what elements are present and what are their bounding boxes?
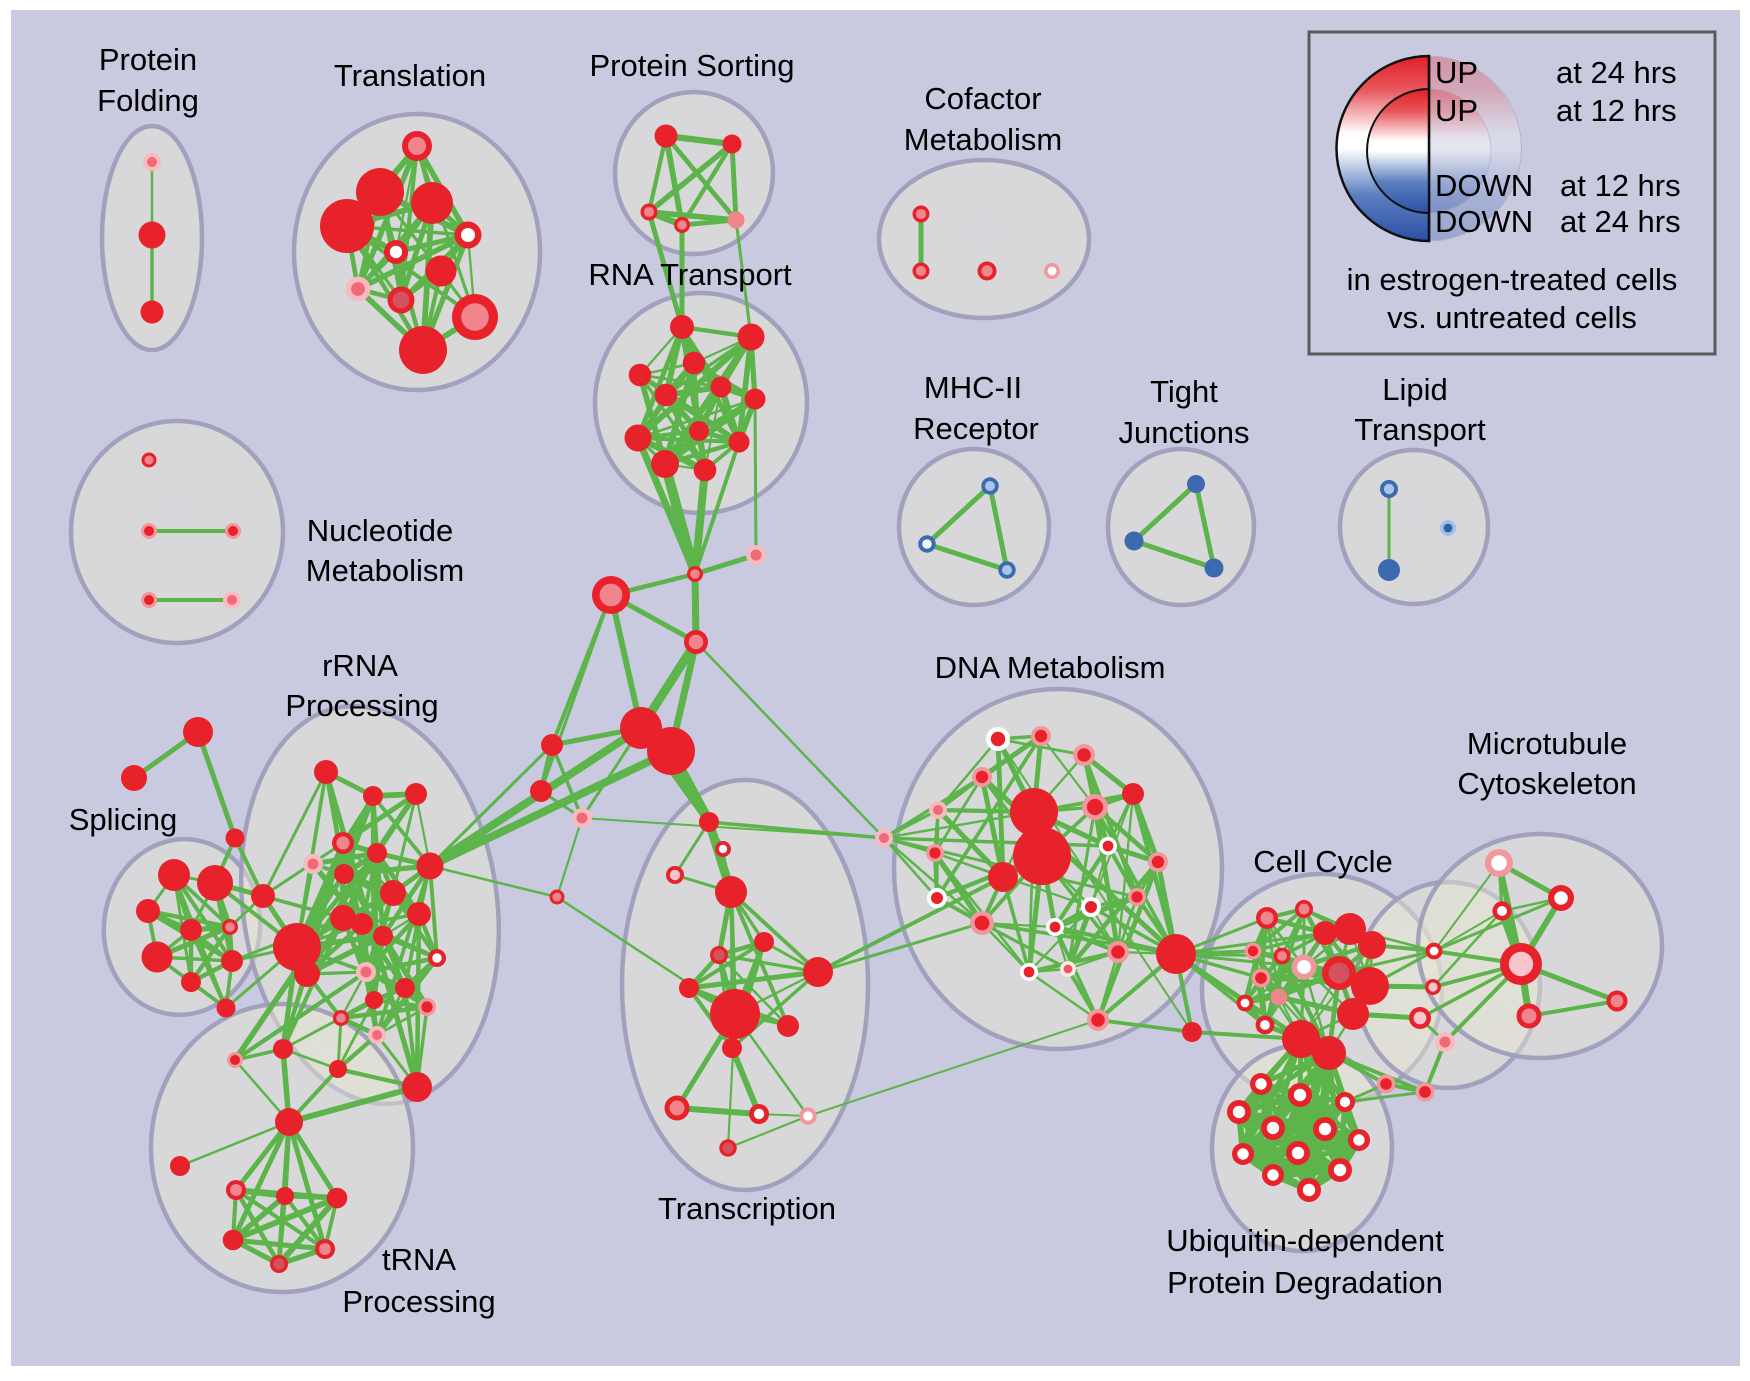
svg-text:at 24 hrs: at 24 hrs: [1560, 204, 1681, 239]
svg-text:Folding: Folding: [97, 83, 199, 118]
svg-text:at 12 hrs: at 12 hrs: [1556, 93, 1677, 128]
svg-text:Protein Sorting: Protein Sorting: [589, 48, 794, 83]
svg-text:Tight: Tight: [1150, 374, 1218, 409]
svg-text:Cytoskeleton: Cytoskeleton: [1457, 766, 1636, 801]
svg-text:Microtubule: Microtubule: [1467, 726, 1627, 761]
svg-text:DOWN: DOWN: [1435, 168, 1533, 203]
svg-text:Nucleotide: Nucleotide: [307, 513, 453, 548]
svg-text:at 12 hrs: at 12 hrs: [1560, 168, 1681, 203]
svg-text:DOWN: DOWN: [1435, 204, 1533, 239]
svg-text:Receptor: Receptor: [913, 411, 1039, 446]
svg-text:Splicing: Splicing: [69, 802, 178, 837]
svg-text:RNA Transport: RNA Transport: [588, 257, 792, 292]
svg-text:Protein Degradation: Protein Degradation: [1167, 1265, 1443, 1300]
svg-text:Metabolism: Metabolism: [904, 122, 1063, 157]
svg-text:DNA Metabolism: DNA Metabolism: [935, 650, 1166, 685]
svg-text:Processing: Processing: [342, 1284, 495, 1319]
svg-text:tRNA: tRNA: [382, 1242, 456, 1277]
svg-text:Lipid: Lipid: [1382, 372, 1448, 407]
svg-text:Cofactor: Cofactor: [924, 81, 1041, 116]
svg-text:UP: UP: [1435, 93, 1478, 128]
svg-text:Junctions: Junctions: [1119, 415, 1250, 450]
svg-text:Protein: Protein: [99, 42, 197, 77]
svg-text:Ubiquitin-dependent: Ubiquitin-dependent: [1166, 1223, 1444, 1258]
svg-text:Translation: Translation: [334, 58, 486, 93]
svg-text:Metabolism: Metabolism: [306, 553, 465, 588]
svg-text:Cell Cycle: Cell Cycle: [1253, 844, 1393, 879]
svg-text:in estrogen-treated cells: in estrogen-treated cells: [1347, 262, 1678, 297]
svg-text:rRNA: rRNA: [322, 648, 398, 683]
svg-text:UP: UP: [1435, 55, 1478, 90]
svg-text:Transport: Transport: [1354, 412, 1486, 447]
svg-text:at 24 hrs: at 24 hrs: [1556, 55, 1677, 90]
svg-text:Transcription: Transcription: [658, 1191, 836, 1226]
svg-text:Processing: Processing: [285, 688, 438, 723]
svg-text:vs. untreated cells: vs. untreated cells: [1387, 300, 1637, 335]
svg-text:MHC-II: MHC-II: [924, 370, 1022, 405]
